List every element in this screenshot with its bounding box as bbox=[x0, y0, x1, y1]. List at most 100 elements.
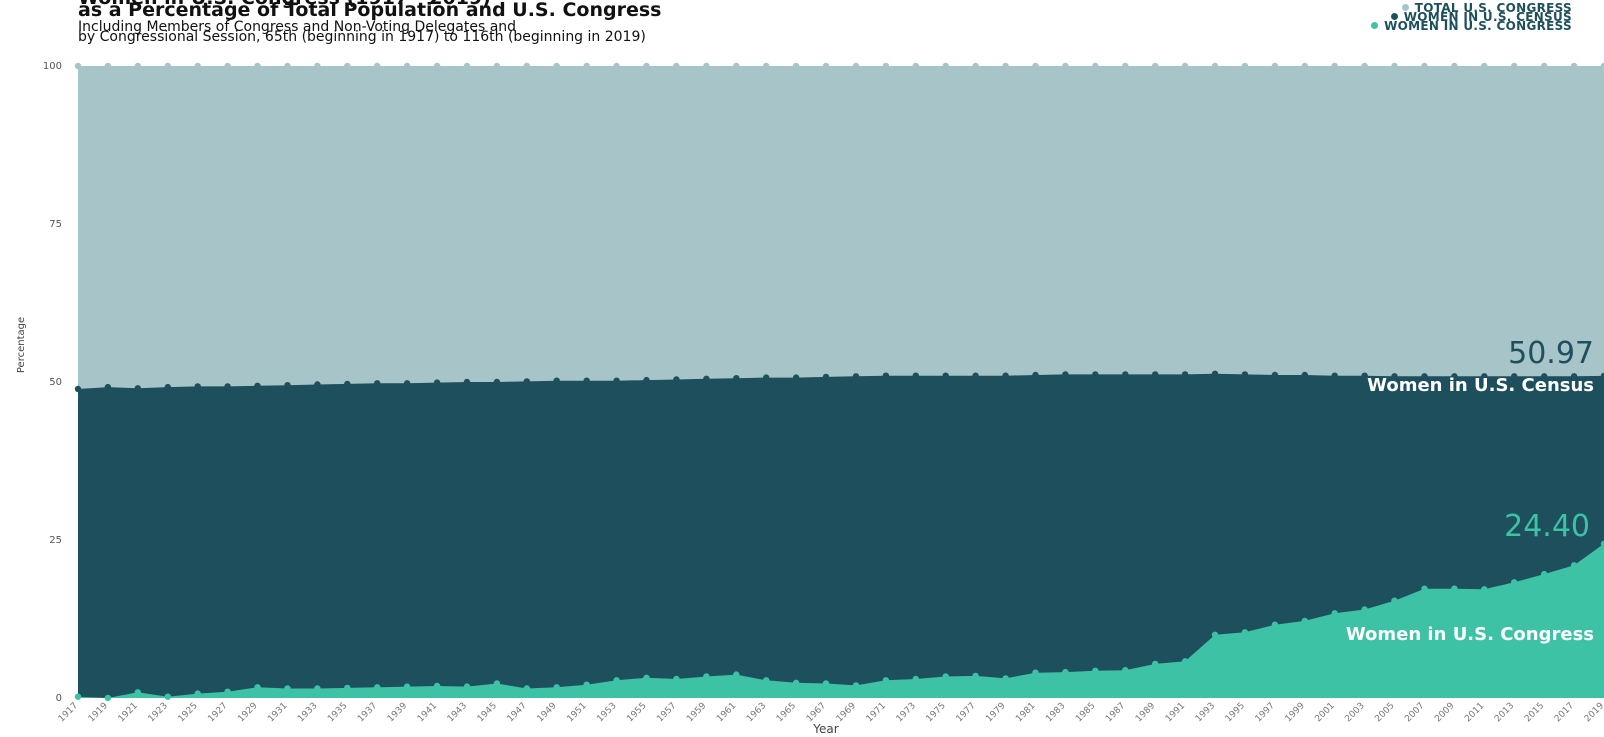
data-point bbox=[463, 683, 471, 690]
data-point bbox=[493, 378, 501, 386]
chart-title-line-1: Women in U.S. Congress (1917 - 2019) bbox=[78, 0, 491, 8]
data-point bbox=[164, 693, 171, 700]
x-tick-label: 1973 bbox=[895, 701, 918, 724]
data-point bbox=[1451, 62, 1458, 70]
data-point bbox=[254, 684, 261, 691]
x-tick-label: 2009 bbox=[1433, 701, 1456, 724]
x-tick-label: 1975 bbox=[925, 701, 948, 724]
data-point bbox=[792, 62, 800, 70]
data-point bbox=[852, 62, 860, 70]
data-point bbox=[523, 378, 530, 385]
legend-item-women-congress: WOMEN IN U.S. CONGRESS bbox=[1371, 20, 1572, 32]
data-point bbox=[1421, 585, 1428, 592]
x-axis-label: Year bbox=[812, 722, 838, 736]
data-point bbox=[104, 62, 112, 70]
data-point bbox=[403, 683, 411, 690]
data-point bbox=[703, 375, 710, 382]
data-point bbox=[1421, 62, 1428, 70]
data-point bbox=[314, 685, 321, 692]
data-point bbox=[523, 685, 530, 692]
data-point bbox=[1511, 579, 1518, 586]
x-tick-label: 1947 bbox=[506, 701, 529, 724]
data-point bbox=[1600, 540, 1604, 547]
chart-subtitle-line-2: by Congressional Session, 65th (beginnin… bbox=[78, 29, 646, 45]
data-point bbox=[703, 62, 710, 70]
x-tick-label: 1979 bbox=[984, 701, 1007, 724]
x-tick-label: 1971 bbox=[865, 701, 888, 724]
chart-title-line-2: as a Percentage of Total Population and … bbox=[78, 0, 662, 21]
data-point bbox=[254, 382, 261, 389]
data-point bbox=[1481, 373, 1488, 380]
x-tick-label: 1941 bbox=[416, 701, 439, 724]
data-point bbox=[1092, 667, 1099, 674]
data-point bbox=[1092, 371, 1099, 378]
x-tick-label: 2017 bbox=[1553, 701, 1576, 724]
data-point bbox=[1331, 610, 1338, 617]
data-point bbox=[1570, 62, 1578, 70]
x-tick-label: 1949 bbox=[536, 701, 559, 724]
x-tick-label: 2011 bbox=[1463, 701, 1486, 724]
data-point bbox=[284, 685, 291, 692]
data-point bbox=[1451, 373, 1458, 380]
y-tick-label: 75 bbox=[49, 219, 62, 230]
data-point bbox=[134, 385, 141, 392]
data-point bbox=[942, 673, 949, 680]
data-point bbox=[822, 373, 830, 381]
data-point bbox=[882, 372, 890, 379]
data-point bbox=[942, 372, 949, 379]
x-tick-label: 2001 bbox=[1314, 701, 1337, 724]
data-point bbox=[613, 377, 620, 384]
data-point bbox=[1152, 62, 1159, 70]
y-tick-label: 100 bbox=[43, 61, 62, 72]
x-tick-label: 2003 bbox=[1343, 701, 1366, 724]
data-point bbox=[104, 694, 112, 702]
data-point bbox=[224, 62, 231, 70]
data-point bbox=[1331, 62, 1338, 70]
data-point bbox=[822, 62, 830, 70]
x-tick-label: 1983 bbox=[1044, 701, 1067, 724]
data-point bbox=[224, 688, 231, 695]
y-tick-label: 25 bbox=[49, 535, 62, 546]
data-point bbox=[1600, 372, 1604, 380]
data-point bbox=[433, 682, 441, 690]
census-label-annotation: Women in U.S. Census bbox=[1367, 375, 1594, 396]
data-point bbox=[1541, 570, 1548, 578]
data-point bbox=[1511, 62, 1518, 70]
data-point bbox=[912, 675, 919, 683]
data-point bbox=[74, 62, 82, 70]
legend-dot-icon bbox=[1401, 4, 1409, 11]
x-tick-label: 1995 bbox=[1224, 701, 1247, 724]
data-point bbox=[1421, 373, 1428, 380]
data-point bbox=[1301, 62, 1309, 70]
x-tick-label: 1959 bbox=[685, 701, 708, 724]
x-tick-label: 1997 bbox=[1254, 701, 1277, 724]
x-tick-label: 2015 bbox=[1523, 701, 1546, 724]
x-tick-label: 1939 bbox=[386, 701, 409, 724]
data-point bbox=[1062, 62, 1069, 70]
data-point bbox=[254, 62, 261, 70]
data-point bbox=[643, 376, 650, 384]
data-point bbox=[134, 62, 141, 70]
census-value-annotation: 50.97 bbox=[1508, 336, 1594, 371]
x-tick-label: 1919 bbox=[87, 701, 110, 724]
data-point bbox=[1511, 373, 1518, 380]
data-point bbox=[403, 380, 411, 387]
data-point bbox=[1600, 62, 1604, 70]
x-tick-label: 1917 bbox=[57, 701, 80, 724]
data-point bbox=[74, 693, 82, 700]
data-point bbox=[763, 677, 770, 684]
x-tick-label: 1951 bbox=[566, 701, 589, 724]
x-tick-label: 1957 bbox=[655, 701, 678, 724]
data-point bbox=[1122, 371, 1129, 378]
data-point bbox=[1570, 562, 1578, 569]
data-point bbox=[792, 374, 800, 381]
data-point bbox=[284, 382, 291, 389]
x-tick-label: 1953 bbox=[595, 701, 618, 724]
data-point bbox=[613, 677, 620, 684]
x-tick-label: 1989 bbox=[1134, 701, 1157, 724]
x-tick-label: 1955 bbox=[625, 701, 648, 724]
x-tick-label: 2013 bbox=[1493, 701, 1516, 724]
data-point bbox=[224, 383, 231, 390]
data-point bbox=[912, 62, 919, 70]
data-point bbox=[1211, 631, 1219, 638]
